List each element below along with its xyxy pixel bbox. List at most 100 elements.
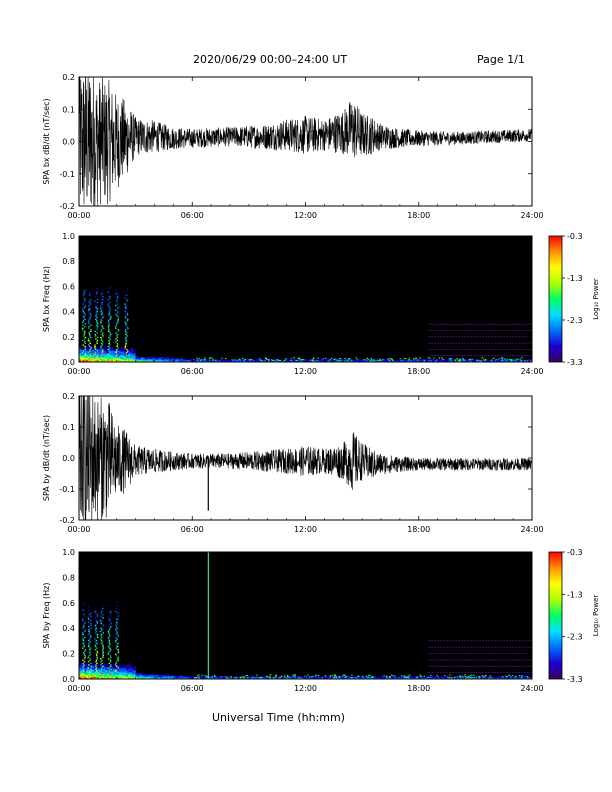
spectrogram-cell — [111, 357, 114, 359]
spectrogram-cell — [237, 676, 240, 679]
spectrogram-cell — [86, 356, 89, 358]
spectrogram-burst — [96, 309, 98, 311]
spectrogram-burst — [87, 661, 90, 663]
spectrogram-cell — [407, 677, 410, 679]
spectrogram-burst — [97, 336, 99, 338]
spectrogram-cell — [124, 355, 127, 357]
panel-1: 0.20.10.0-0.1-0.200:00 06:00 12:00 18:00 24:… — [42, 73, 544, 220]
spectrogram-cell — [180, 676, 183, 679]
spectrogram-cell — [449, 359, 451, 362]
spectrogram-burst — [83, 333, 86, 335]
spectrogram-cell — [286, 674, 289, 676]
spectrogram-cell — [103, 669, 106, 671]
spectrogram-burst — [89, 345, 91, 348]
spectrogram-burst — [102, 644, 104, 646]
spectrogram-cell — [364, 675, 366, 678]
spectrogram-cell — [439, 676, 442, 679]
spectrogram-burst — [109, 675, 111, 677]
spectrogram-cell — [443, 359, 446, 362]
spectrogram-burst — [96, 633, 99, 635]
spectrogram-cell — [130, 353, 132, 355]
spectrogram-burst — [115, 293, 118, 295]
spectrogram-cell — [79, 346, 81, 348]
spectrogram-burst — [125, 294, 128, 296]
spectrogram-cell — [79, 355, 81, 357]
spectrogram-cell — [437, 359, 440, 362]
spectrogram-burst — [88, 633, 90, 635]
spectrogram-cell — [126, 354, 129, 356]
spectrogram-cell — [293, 675, 296, 677]
spectrogram-cell — [510, 360, 512, 362]
spectrogram-cell — [103, 664, 106, 666]
spectrogram-cell — [111, 353, 114, 355]
spectrogram-cell — [517, 358, 519, 360]
spectrogram-cell — [92, 352, 95, 354]
spectrogram-burst — [90, 612, 92, 614]
spectrogram-burst — [81, 327, 84, 329]
spectrogram-cell — [383, 675, 385, 677]
spectrogram-cell — [284, 359, 287, 361]
spectrogram-burst — [96, 615, 99, 617]
spectrogram-cell — [97, 674, 100, 676]
spectrogram-cell — [90, 358, 93, 360]
spectrogram-cell — [415, 358, 417, 361]
spectrogram-cell — [80, 673, 83, 675]
spectrogram-cell — [515, 359, 517, 362]
spectrogram-burst — [82, 339, 84, 341]
spectrogram-burst — [117, 615, 120, 617]
spectrogram-cell — [175, 358, 178, 361]
spectrogram-cell — [133, 674, 136, 676]
spectrogram-cell — [241, 358, 244, 360]
spectrogram-cell — [507, 674, 510, 676]
y-tick-label: 0.2 — [62, 333, 75, 342]
spectrogram-burst — [84, 305, 87, 307]
spectrogram-burst — [109, 286, 112, 289]
spectrogram-burst — [101, 312, 103, 314]
spectrogram-burst — [114, 664, 117, 666]
spectrogram-cell — [365, 675, 368, 678]
spectrogram-cell — [384, 359, 387, 362]
spectrogram-cell — [111, 668, 114, 670]
spectrogram-cell — [154, 674, 157, 677]
spectrogram-burst — [83, 641, 85, 643]
spectrogram-burst — [82, 344, 84, 346]
spectrogram-cell — [171, 359, 174, 362]
spectrogram-burst — [109, 621, 112, 623]
spectrogram-cell — [86, 355, 89, 357]
spectrogram-cell — [99, 676, 102, 679]
spectrogram-cell — [131, 358, 134, 360]
spectrogram-cell — [475, 677, 477, 679]
spectrogram-burst — [87, 311, 89, 313]
spectrogram-cell — [128, 357, 131, 359]
spectrogram-cell — [105, 667, 108, 669]
spectrogram-burst — [108, 336, 110, 338]
spectrogram-cell — [113, 670, 115, 672]
spectrogram-cell — [258, 676, 261, 679]
spectrogram-cell — [124, 352, 127, 354]
spectrogram-cell — [122, 349, 125, 351]
spectrogram-burst — [95, 358, 97, 360]
spectrogram-cell — [268, 359, 270, 360]
spectrogram-cell — [139, 673, 142, 675]
spectrogram-cell — [86, 673, 89, 675]
spectrogram-cell — [435, 675, 438, 678]
spectrogram-cell — [413, 359, 415, 361]
spectrogram-cell — [272, 359, 274, 361]
spectrogram-cell — [273, 360, 276, 362]
spectrogram-burst — [89, 353, 91, 355]
spectrogram-cell — [124, 351, 127, 353]
spectrogram-cell — [109, 358, 112, 361]
spectrogram-cell — [256, 674, 258, 676]
spectrogram-cell — [281, 676, 283, 679]
spectrogram-cell — [299, 358, 301, 360]
colorbar-tick-label: -1.3 — [567, 274, 583, 283]
spectrogram-cell — [265, 676, 267, 678]
spectrogram-cell — [111, 359, 114, 362]
spectrogram-cell — [528, 359, 531, 362]
spectrogram-cell — [190, 359, 193, 362]
spectrogram-burst — [100, 294, 102, 296]
spectrogram-cell — [122, 671, 125, 673]
spectrogram-cell — [131, 356, 134, 358]
spectrogram-burst — [108, 629, 111, 631]
